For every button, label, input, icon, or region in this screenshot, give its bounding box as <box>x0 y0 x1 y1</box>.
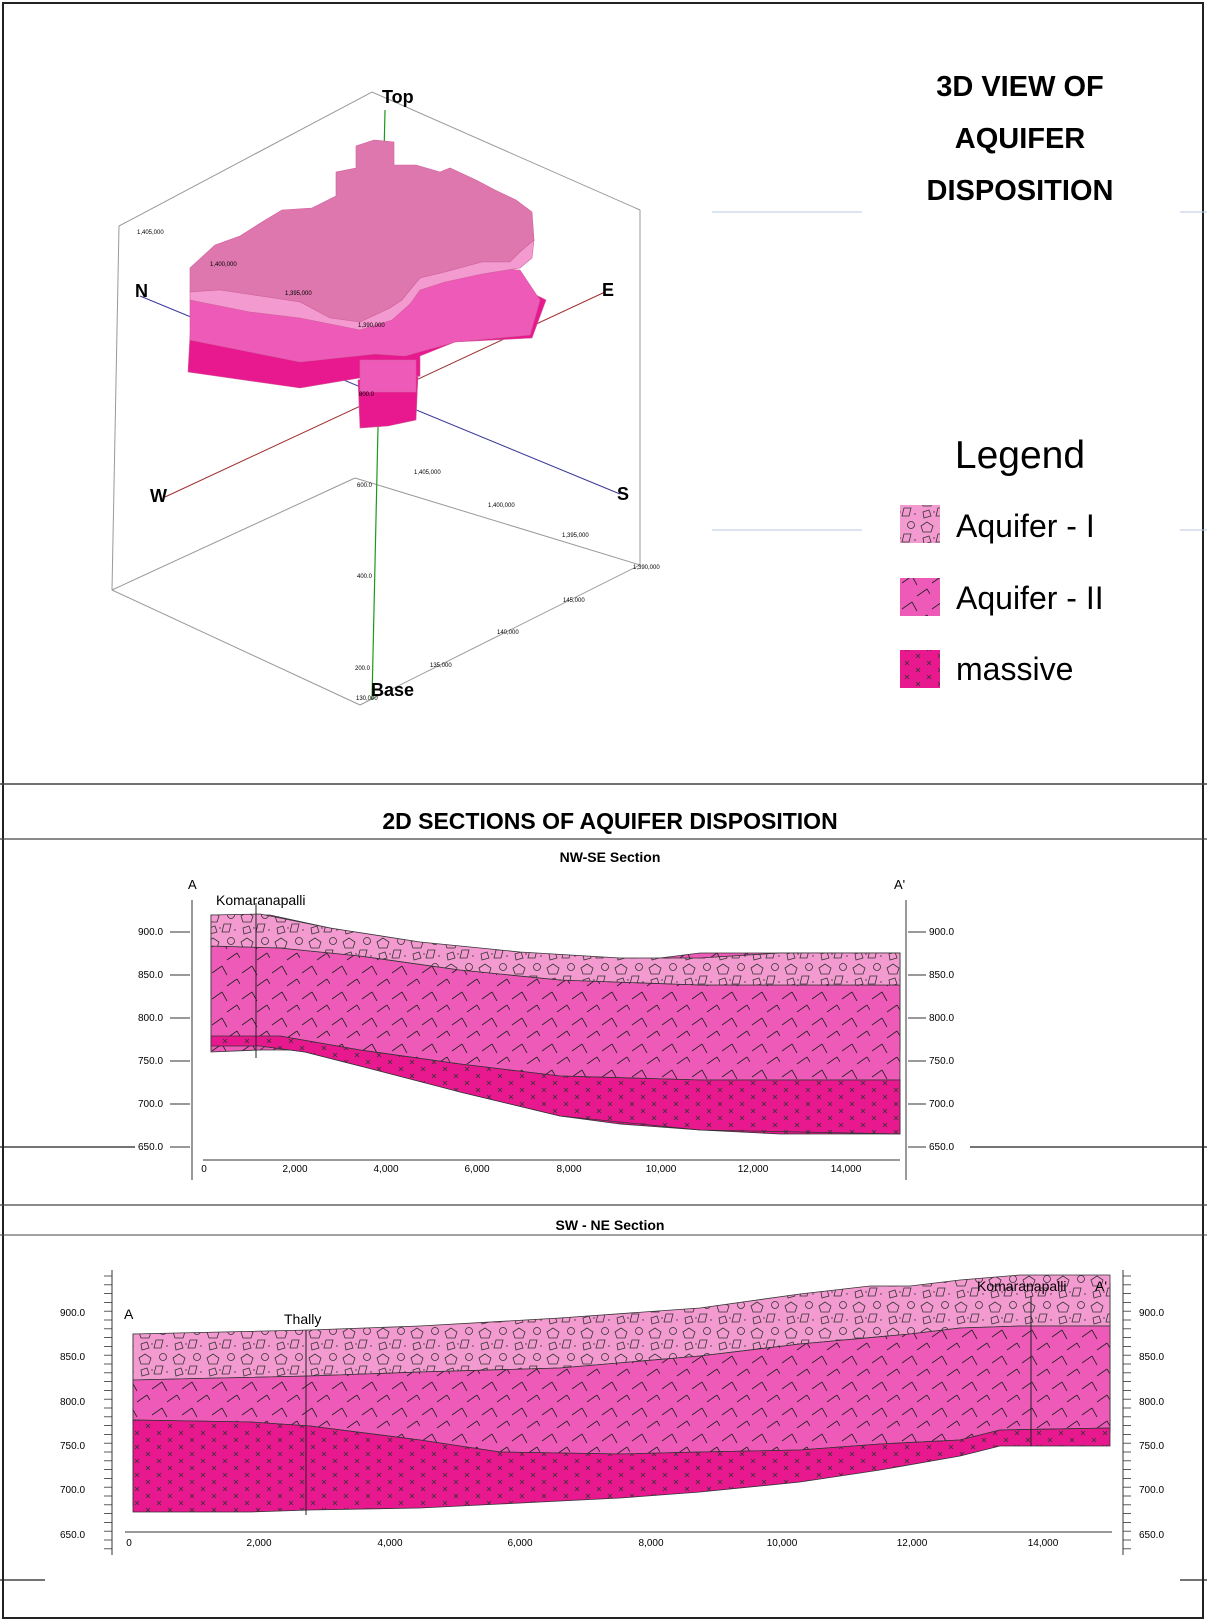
title-3d-line: DISPOSITION <box>927 175 1114 207</box>
x-tick: 0 <box>201 1164 207 1175</box>
section1-start-label: A <box>188 877 197 892</box>
y-tick-right: 900.0 <box>929 927 954 938</box>
section2-end-label: A' <box>1095 1278 1107 1294</box>
section2-y-ticks: 900.0 850.0 800.0 750.0 700.0 650.0 900.… <box>60 1308 1164 1541</box>
section-nw-se: NW-SE Section A A' Komaranapalli 900.0 8… <box>0 849 1207 1180</box>
section1-aquifer1 <box>210 913 901 986</box>
x-tick: 0 <box>126 1538 132 1549</box>
section2-well-label: Thally <box>284 1311 321 1327</box>
tick-right: 1,390,000 <box>633 565 660 571</box>
tick-left: 1,400,000 <box>210 262 237 268</box>
y-tick-left: 850.0 <box>138 970 163 981</box>
y-tick-right: 850.0 <box>1139 1352 1164 1363</box>
tick-bottom: 140,000 <box>497 630 519 636</box>
y-tick-left: 750.0 <box>138 1056 163 1067</box>
axis-label-base: Base <box>371 680 414 700</box>
x-tick: 10,000 <box>646 1164 677 1175</box>
aquifer1-side-3d <box>189 239 535 331</box>
x-tick: 6,000 <box>507 1538 532 1549</box>
axis-label-w: W <box>150 486 167 506</box>
section2-well-label: Komaranapalli <box>977 1278 1067 1294</box>
tick-right: 1,395,000 <box>562 533 589 539</box>
tick-vertical: 400.0 <box>357 574 373 580</box>
legend-swatch-aquifer2 <box>900 578 940 616</box>
tick-right: 1,405,000 <box>414 470 441 476</box>
y-tick-left: 900.0 <box>60 1308 85 1319</box>
tick-left: 1,395,000 <box>285 291 312 297</box>
axis-label-s: S <box>617 484 629 504</box>
y-tick-left: 800.0 <box>60 1397 85 1408</box>
axis-label-n: N <box>135 281 148 301</box>
title-3d-line: AQUIFER <box>955 123 1086 155</box>
y-tick-right: 850.0 <box>929 970 954 981</box>
tick-bottom: 135,000 <box>430 663 452 669</box>
x-tick: 8,000 <box>556 1164 581 1175</box>
x-tick: 2,000 <box>282 1164 307 1175</box>
legend-label: Aquifer - II <box>956 580 1104 616</box>
section-sw-ne: SW - NE Section A A' Thally Komaranapall… <box>0 1217 1207 1581</box>
x-tick: 2,000 <box>246 1538 271 1549</box>
x-tick: 14,000 <box>831 1164 862 1175</box>
section1-y-ticks: 900.0 850.0 800.0 750.0 700.0 650.0 900.… <box>138 927 954 1153</box>
aquifer2-root-3d <box>359 359 417 393</box>
tick-vertical: 600.0 <box>357 483 373 489</box>
x-tick: 4,000 <box>373 1164 398 1175</box>
legend-swatch-massive <box>900 650 940 688</box>
block-diagram-3d: 1,405,000 1,400,000 1,395,000 1,390,000 … <box>111 87 660 706</box>
legend: Legend Aquifer - I Aquifer - II massive <box>900 434 1104 688</box>
y-tick-right: 800.0 <box>1139 1397 1164 1408</box>
y-tick-left: 650.0 <box>60 1530 85 1541</box>
tick-bottom: 145,000 <box>563 598 585 604</box>
tick-vertical: 200.0 <box>355 666 371 672</box>
tick-bottom: 130,000 <box>356 696 378 702</box>
section1-x-ticks: 0 2,000 4,000 6,000 8,000 10,000 12,000 … <box>201 1164 862 1175</box>
x-tick: 12,000 <box>738 1164 769 1175</box>
sections-title: 2D SECTIONS OF AQUIFER DISPOSITION <box>382 808 837 834</box>
x-tick: 12,000 <box>897 1538 928 1549</box>
y-tick-left: 850.0 <box>60 1352 85 1363</box>
tick-right: 1,400,000 <box>488 503 515 509</box>
y-tick-right: 750.0 <box>1139 1441 1164 1452</box>
legend-title: Legend <box>955 434 1085 477</box>
axis-label-top: Top <box>382 87 414 107</box>
y-tick-left: 750.0 <box>60 1441 85 1452</box>
title-3d: 3D VIEW OF AQUIFER DISPOSITION <box>927 71 1114 207</box>
legend-label: Aquifer - I <box>956 508 1095 544</box>
legend-swatch-aquifer1 <box>900 505 940 543</box>
section2-start-label: A <box>124 1306 134 1322</box>
tick-vertical: 800.0 <box>359 392 375 398</box>
y-tick-right: 700.0 <box>1139 1485 1164 1496</box>
x-tick: 10,000 <box>767 1538 798 1549</box>
section2-title: SW - NE Section <box>556 1217 665 1233</box>
y-tick-right: 800.0 <box>929 1013 954 1024</box>
tick-left: 1,405,000 <box>137 230 164 236</box>
y-tick-right: 900.0 <box>1139 1308 1164 1319</box>
x-tick: 14,000 <box>1028 1538 1059 1549</box>
legend-label: massive <box>956 651 1073 687</box>
section1-title: NW-SE Section <box>560 849 661 865</box>
y-tick-right: 750.0 <box>929 1056 954 1067</box>
y-tick-left: 700.0 <box>60 1485 85 1496</box>
x-tick: 6,000 <box>464 1164 489 1175</box>
axis-label-e: E <box>602 280 614 300</box>
y-tick-right: 700.0 <box>929 1099 954 1110</box>
y-tick-left: 900.0 <box>138 927 163 938</box>
tick-left: 1,390,000 <box>358 323 385 329</box>
y-tick-right: 650.0 <box>929 1142 954 1153</box>
section1-well-label: Komaranapalli <box>216 892 306 908</box>
section2-x-ticks: 0 2,000 4,000 6,000 8,000 10,000 12,000 … <box>126 1538 1059 1549</box>
x-tick: 8,000 <box>638 1538 663 1549</box>
section1-end-label: A' <box>894 877 905 892</box>
y-tick-left: 700.0 <box>138 1099 163 1110</box>
x-tick: 4,000 <box>377 1538 402 1549</box>
title-3d-line: 3D VIEW OF <box>936 71 1104 103</box>
y-tick-left: 800.0 <box>138 1013 163 1024</box>
y-tick-left: 650.0 <box>138 1142 163 1153</box>
y-tick-right: 650.0 <box>1139 1530 1164 1541</box>
